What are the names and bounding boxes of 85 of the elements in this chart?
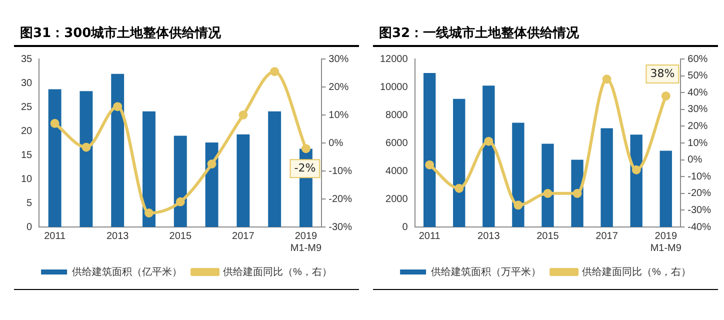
data-label: 38% <box>650 66 675 80</box>
y2-tick-label: 0% <box>328 138 344 149</box>
y2-tick-label: 30% <box>328 54 349 65</box>
y2-tick-label: 60% <box>688 54 708 65</box>
point <box>82 142 91 152</box>
point <box>632 165 641 174</box>
y2-tick-label: -30% <box>688 204 712 216</box>
y-tick-label: 0 <box>402 222 408 233</box>
y-tick-label: 6000 <box>386 138 408 149</box>
legend-label: 供给建筑面积（万平米） <box>431 266 542 278</box>
x-tick-label: 2013 <box>478 230 500 242</box>
y-tick-label: 0 <box>26 222 33 233</box>
y-tick-label: 4000 <box>386 166 408 177</box>
y2-tick-label: -30% <box>328 222 352 233</box>
y-tick-label: 8000 <box>386 110 408 121</box>
point <box>113 102 122 112</box>
x-tick-label: 2011 <box>44 230 66 242</box>
y2-tick-label: -10% <box>688 171 712 182</box>
legend-label: 供给建筑面积（亿平米） <box>72 266 182 278</box>
y-tick-label: 25 <box>21 102 33 113</box>
bar <box>268 111 282 227</box>
y-tick-label: 10000 <box>380 82 408 93</box>
y2-tick-label: 20% <box>688 120 708 132</box>
chart-title: 图31：300城市土地整体供给情况 <box>14 8 359 47</box>
x-tick-label: 2013 <box>106 230 130 242</box>
bar <box>600 128 613 227</box>
bar <box>630 134 642 227</box>
y-tick-label: 5 <box>26 198 33 209</box>
point <box>270 67 280 76</box>
bar <box>236 134 250 227</box>
point <box>484 136 494 146</box>
point <box>454 184 464 193</box>
y-tick-label: 30 <box>21 78 33 89</box>
bar <box>174 136 187 227</box>
point <box>514 200 523 210</box>
x-tick-label: 2015 <box>169 230 192 242</box>
x-tick-label: 2019 M1-M9 <box>650 230 682 254</box>
y2-tick-label: -40% <box>688 222 712 233</box>
bar <box>80 91 93 227</box>
bar <box>205 142 218 227</box>
y-tick-label: 12000 <box>380 54 408 65</box>
x-tick-label: 2017 <box>596 230 618 242</box>
point <box>176 197 185 206</box>
y2-tick-label: -20% <box>688 188 712 200</box>
bar <box>111 74 124 227</box>
x-tick-label: 2017 <box>232 230 255 242</box>
bar <box>542 144 554 227</box>
point <box>50 118 60 128</box>
bar <box>660 150 672 227</box>
y-tick-label: 10 <box>21 174 33 185</box>
bar <box>453 98 466 227</box>
point <box>572 188 582 198</box>
y-tick-label: 15 <box>21 150 33 161</box>
bar <box>48 89 62 227</box>
x-tick-label: 2011 <box>418 230 441 242</box>
point <box>207 160 216 168</box>
bar <box>142 111 156 227</box>
y2-tick-label: -20% <box>328 194 352 205</box>
y2-tick-label: 10% <box>688 138 708 149</box>
y-tick-label: 2000 <box>386 194 408 205</box>
point <box>425 160 434 170</box>
legend-label: 供给建面同比（%，右） <box>223 266 332 278</box>
bar <box>423 73 436 227</box>
point <box>602 74 612 84</box>
point <box>543 188 552 198</box>
y2-tick-label: 20% <box>328 82 349 93</box>
bar <box>482 86 495 227</box>
bar <box>512 122 524 227</box>
point <box>144 208 154 218</box>
data-label: -2% <box>294 161 316 174</box>
y2-tick-label: 0% <box>688 154 702 166</box>
y2-tick-label: 50% <box>688 70 708 82</box>
y2-tick-label: 40% <box>688 87 708 98</box>
y2-tick-label: 10% <box>328 110 349 121</box>
x-tick-label: 2015 <box>536 230 560 242</box>
point <box>301 144 310 154</box>
point <box>661 91 670 100</box>
legend-label: 供给建面同比（%，右） <box>582 266 691 278</box>
y-tick-label: 35 <box>21 54 33 65</box>
x-tick-label: 2019 M1-M9 <box>290 230 322 254</box>
point <box>238 110 248 120</box>
y2-tick-label: -10% <box>328 166 352 177</box>
chart-title: 图32：一线城市土地整体供给情况 <box>373 8 718 47</box>
y-tick-label: 20 <box>21 126 33 137</box>
y2-tick-label: 30% <box>688 104 708 116</box>
